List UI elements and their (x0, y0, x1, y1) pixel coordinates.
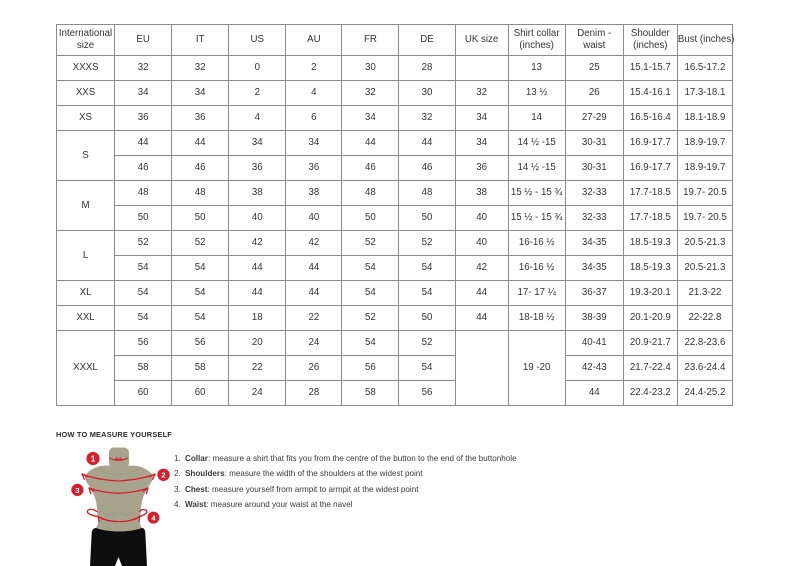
svg-text:1: 1 (91, 455, 96, 464)
svg-text:2: 2 (161, 471, 165, 480)
svg-text:3: 3 (75, 486, 79, 495)
svg-text:4: 4 (151, 513, 156, 522)
